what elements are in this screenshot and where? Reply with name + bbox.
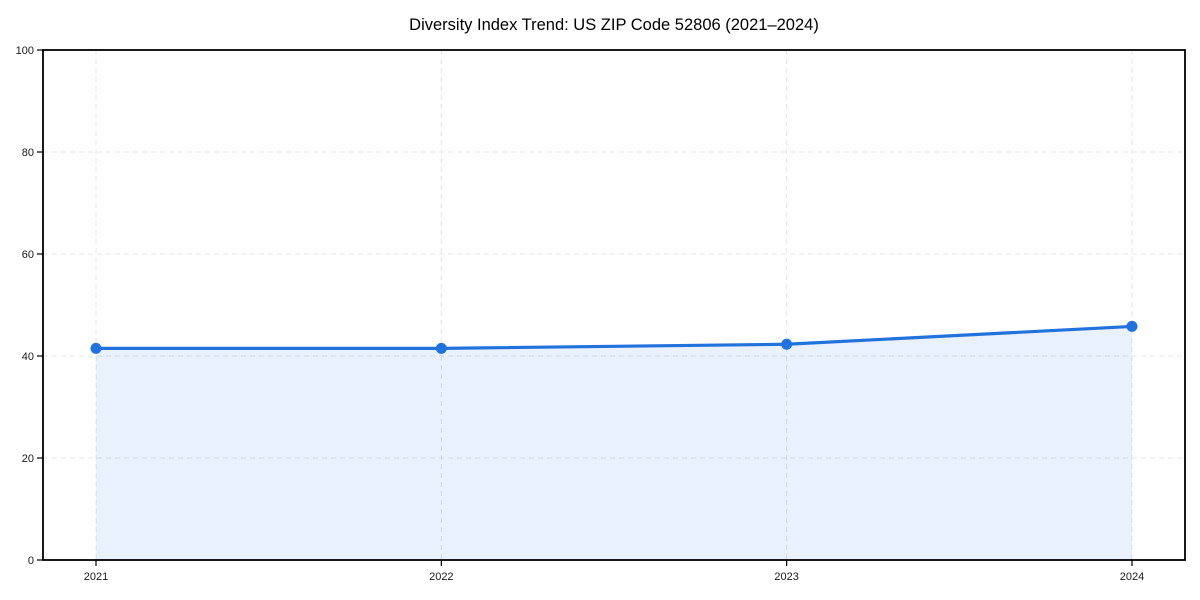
y-tick-label: 100 bbox=[16, 45, 34, 57]
series-layer bbox=[90, 320, 1138, 560]
data-point-marker bbox=[90, 342, 102, 354]
x-tick-label: 2022 bbox=[429, 571, 453, 583]
y-tick-label: 60 bbox=[22, 249, 34, 261]
chart-title: Diversity Index Trend: US ZIP Code 52806… bbox=[409, 16, 819, 34]
y-tick-label: 40 bbox=[22, 351, 34, 363]
axis-layer: 0 20 40 60 80 100 2021 2022 2023 2024 bbox=[16, 45, 1186, 583]
y-tick-label: 20 bbox=[22, 453, 34, 465]
data-point-marker bbox=[781, 338, 793, 350]
data-point-marker bbox=[1126, 320, 1138, 332]
x-tick-label: 2024 bbox=[1120, 571, 1144, 583]
data-point-marker bbox=[435, 342, 447, 354]
x-tick-label: 2021 bbox=[84, 571, 108, 583]
y-tick-label: 80 bbox=[22, 147, 34, 159]
x-tick-label: 2023 bbox=[774, 571, 798, 583]
plot-frame bbox=[42, 49, 1186, 561]
y-tick-label: 0 bbox=[28, 555, 34, 567]
series-line bbox=[94, 324, 1134, 350]
series-area-fill bbox=[96, 326, 1132, 560]
